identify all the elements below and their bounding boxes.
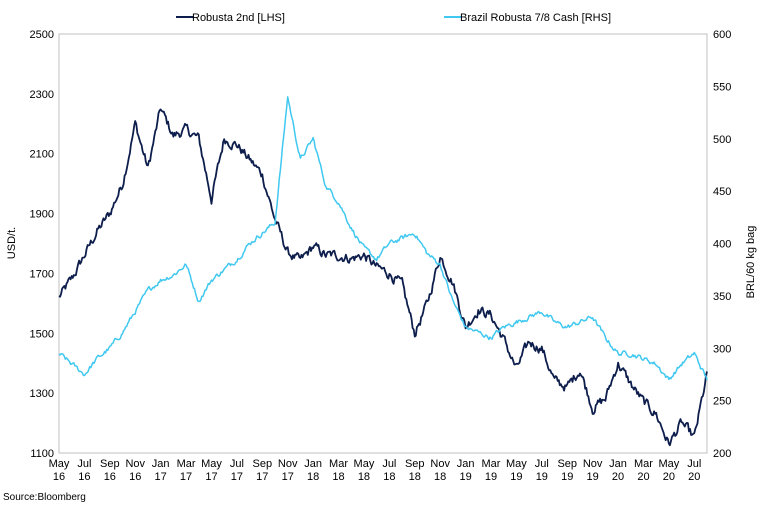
x-tick-label: Mar 17	[177, 458, 196, 483]
y-left-tick-label: 1100	[30, 448, 54, 460]
y-right-tick-label: 350	[713, 291, 731, 303]
x-tick-label: Nov 16	[125, 458, 145, 483]
y-left-tick-label: 1300	[30, 388, 54, 400]
y-left-axis-title: USD/t.	[6, 227, 18, 259]
x-tick-label: Jan 17	[152, 458, 170, 483]
y-left-tick-label: 2500	[30, 29, 54, 41]
legend: Robusta 2nd [LHS] Brazil Robusta 7/8 Cash…	[176, 12, 611, 24]
x-tick-label: Jul 20	[687, 458, 701, 483]
y-right-tick-label: 300	[713, 343, 731, 355]
series-layer	[58, 96, 708, 447]
source-note: Source:Bloomberg	[3, 492, 86, 503]
y-left-tick-label: 2100	[30, 149, 54, 161]
x-tick-label: Sep 17	[253, 458, 273, 483]
x-tick-label: Jan 20	[609, 458, 627, 483]
x-tick-label: Sep 16	[100, 458, 120, 483]
x-tick-label: Mar 20	[634, 458, 653, 483]
y-right-tick-label: 500	[713, 134, 731, 146]
series-line-rhs	[58, 96, 708, 381]
y-left-axis: 1100 1300 1500 1700 1900 2100 2300 2500	[30, 29, 54, 460]
x-tick-label: Jul 16	[77, 458, 91, 483]
y-left-tick-label: 2300	[30, 89, 54, 101]
y-left-tick-label: 1900	[30, 209, 54, 221]
y-right-tick-label: 200	[713, 448, 731, 460]
x-tick-label: Sep 18	[405, 458, 425, 483]
x-tick-label: Nov 17	[278, 458, 298, 483]
x-tick-label: Mar 18	[329, 458, 348, 483]
x-tick-label: Jul 18	[382, 458, 396, 483]
y-right-axis: 200 250 300 350 400 450 500 550 600	[713, 29, 731, 460]
legend-label: Robusta 2nd [LHS]	[192, 12, 285, 24]
x-tick-label: Sep 19	[557, 458, 577, 483]
x-tick-label: Jan 18	[304, 458, 322, 483]
x-tick-label: Jul 17	[230, 458, 244, 483]
plot-frame	[58, 33, 708, 454]
x-tick-label: Nov 18	[430, 458, 450, 483]
x-tick-label: Jul 19	[535, 458, 549, 483]
y-left-tick-label: 1500	[30, 328, 54, 340]
y-right-tick-label: 450	[713, 186, 731, 198]
x-tick-label: May 20	[658, 458, 679, 483]
y-right-tick-label: 550	[713, 81, 731, 93]
x-tick-label: Jan 19	[457, 458, 475, 483]
series-line-lhs	[58, 108, 708, 447]
y-right-axis-title: BRL/60 kg bag	[745, 226, 757, 299]
x-tick-label: Nov 19	[583, 458, 603, 483]
x-tick-label: Mar 19	[482, 458, 501, 483]
y-right-tick-label: 400	[713, 239, 731, 251]
x-tick-label: May 16	[49, 458, 70, 483]
x-tick-label: May 18	[354, 458, 375, 483]
y-left-tick-label: 1700	[30, 268, 54, 280]
y-right-tick-label: 250	[713, 396, 731, 408]
y-right-tick-label: 600	[713, 29, 731, 41]
x-tick-label: May 19	[506, 458, 527, 483]
legend-label: Brazil Robusta 7/8 Cash [RHS]	[460, 12, 611, 24]
x-tick-label: May 17	[201, 458, 222, 483]
